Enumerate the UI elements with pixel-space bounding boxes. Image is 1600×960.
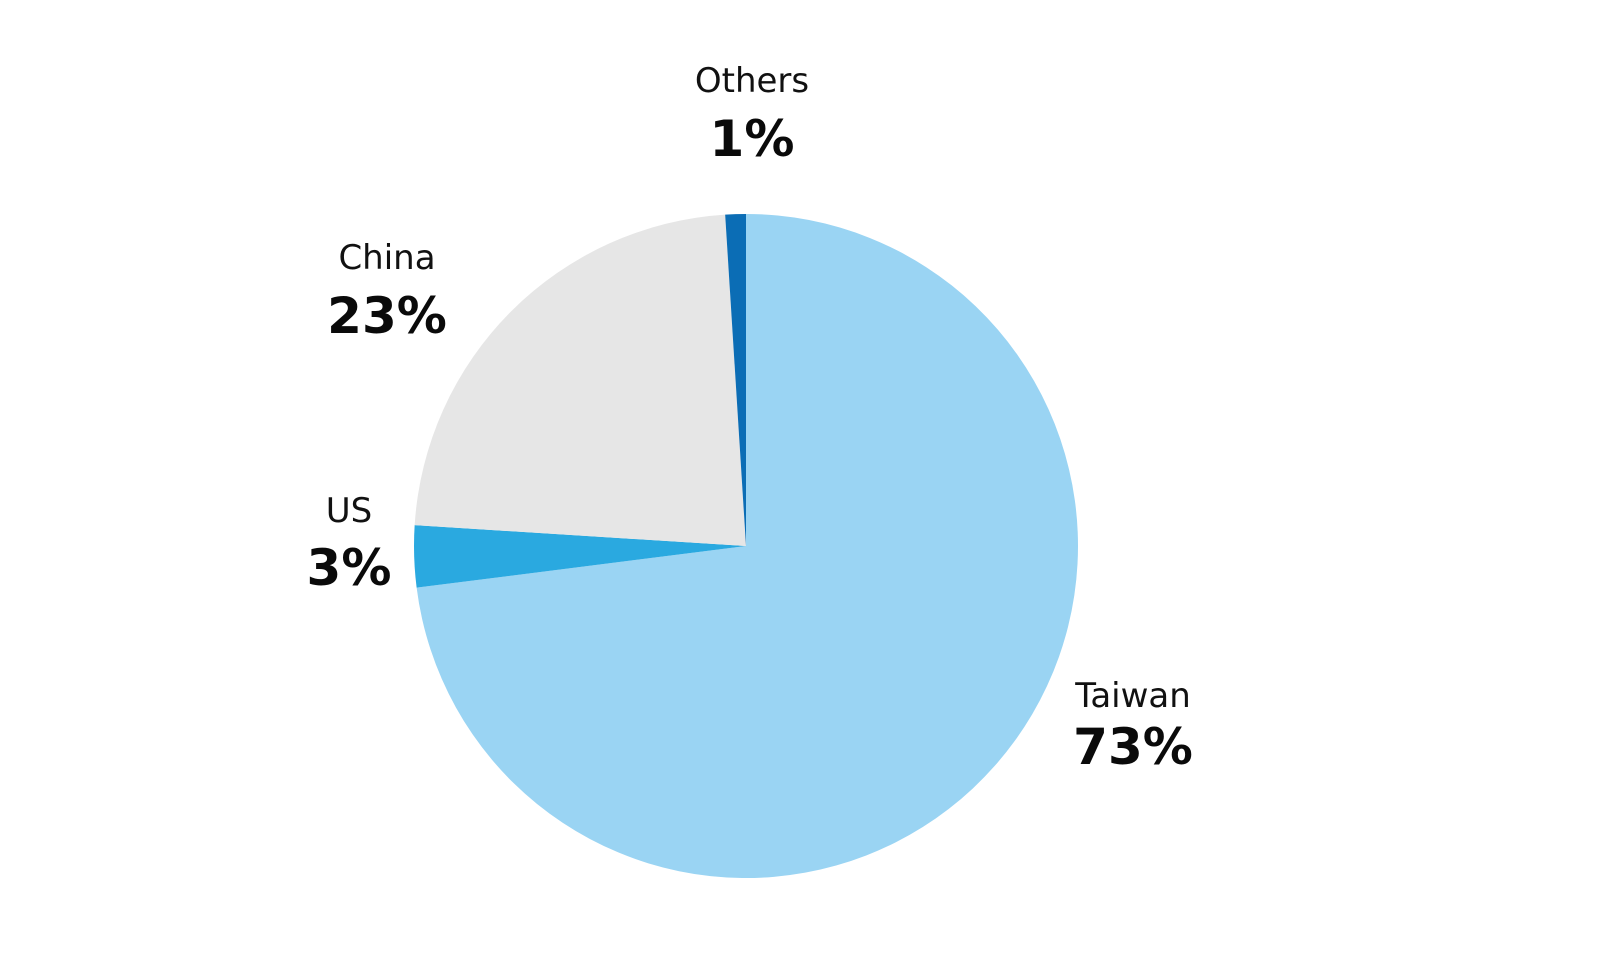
slice-label-others: Others 1% [695,61,809,168]
slice-label-us: US 3% [307,491,392,597]
others-label: Others [695,61,809,101]
us-percent: 3% [307,539,392,597]
pie-slice-china [414,214,746,546]
pie-slices [414,214,1079,878]
slice-label-china: China 23% [327,238,447,345]
slice-label-taiwan: Taiwan 73% [1073,676,1193,776]
others-percent: 1% [710,110,795,168]
pie-slice-taiwan [416,214,1079,878]
taiwan-percent: 73% [1073,718,1193,776]
taiwan-label: Taiwan [1074,676,1191,716]
china-percent: 23% [327,287,447,345]
china-label: China [338,238,435,278]
us-label: US [326,491,372,531]
pie-slice-us [414,525,746,588]
pie-slice-others [725,214,746,546]
